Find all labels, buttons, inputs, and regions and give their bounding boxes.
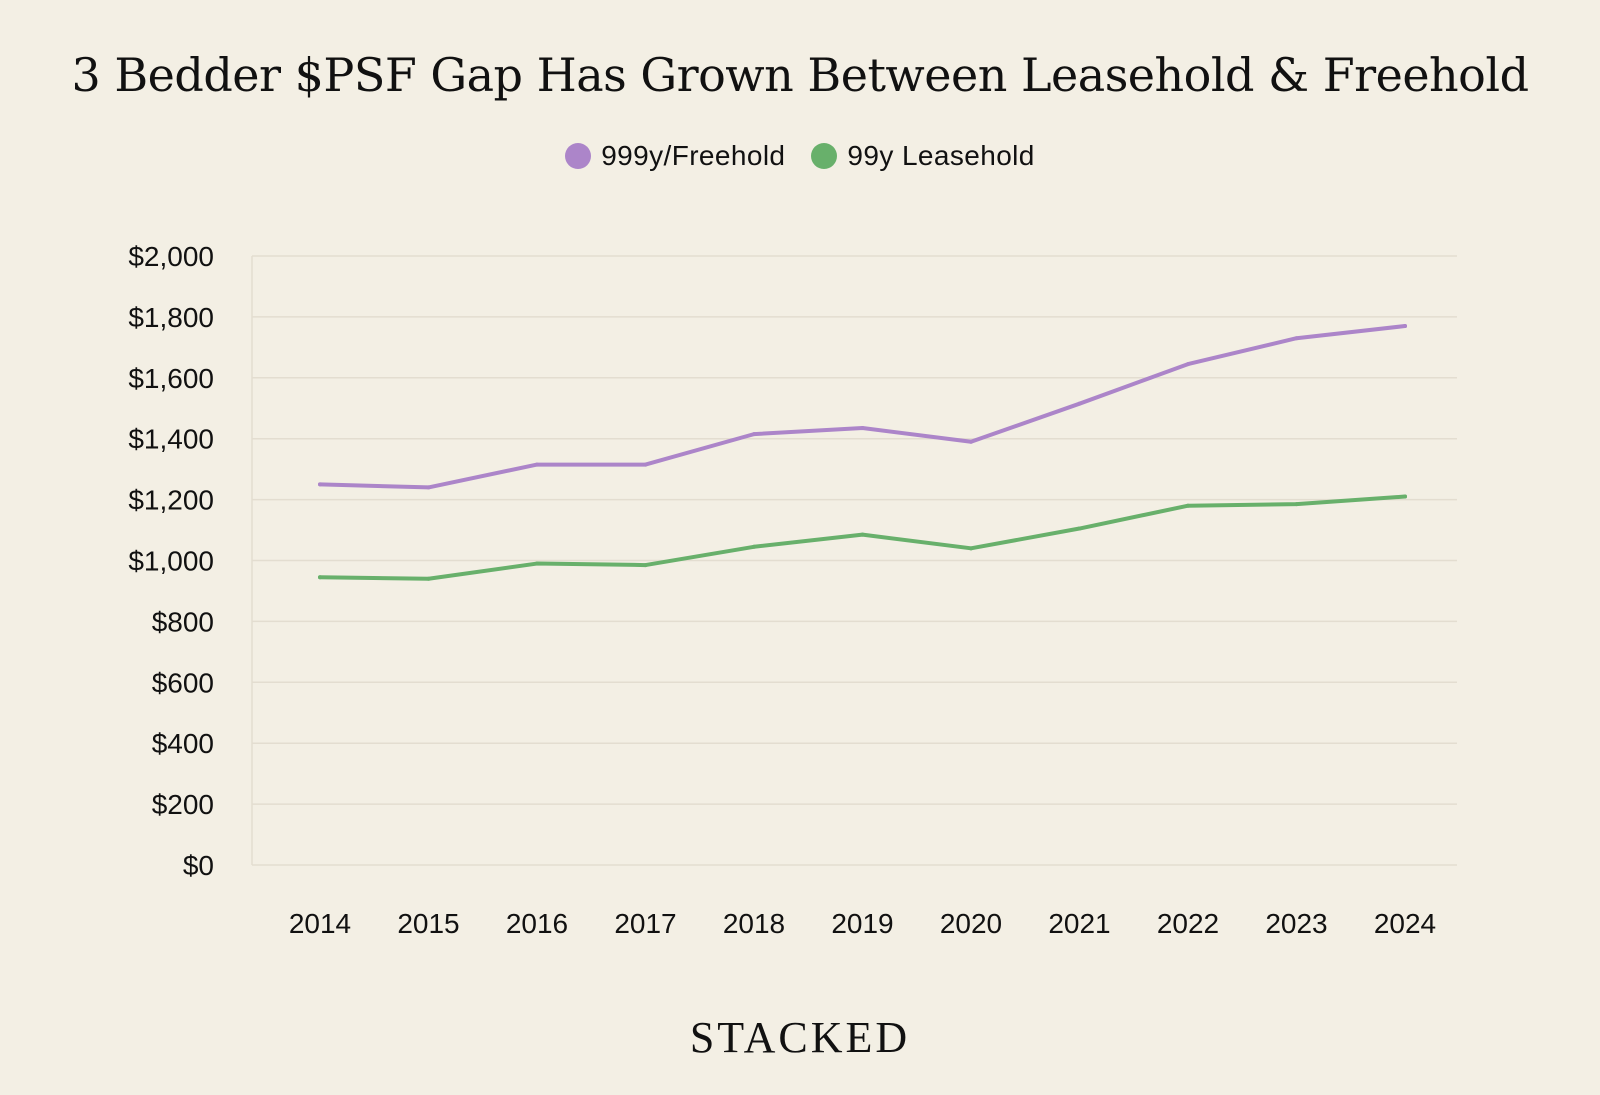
data-point-freehold xyxy=(1077,401,1082,406)
data-point-leasehold xyxy=(535,561,539,566)
data-point-freehold xyxy=(1186,362,1190,367)
data-point-freehold xyxy=(860,426,865,431)
data-point-leasehold xyxy=(1403,494,1407,499)
data-point-leasehold xyxy=(1077,526,1082,531)
y-tick-label: $1,800 xyxy=(128,302,214,333)
y-tick-label: $2,000 xyxy=(128,241,214,272)
x-tick-label: 2024 xyxy=(1374,908,1436,939)
y-tick-label: $200 xyxy=(152,789,214,820)
data-point-freehold xyxy=(535,462,539,467)
legend-label-leasehold: 99y Leasehold xyxy=(847,140,1035,171)
x-tick-label: 2016 xyxy=(506,908,568,939)
data-point-freehold xyxy=(426,485,431,490)
y-tick-label: $1,000 xyxy=(128,546,214,577)
legend-item-leasehold: 99y Leasehold xyxy=(811,140,1034,172)
data-point-leasehold xyxy=(643,563,648,568)
x-tick-label: 2021 xyxy=(1048,908,1110,939)
data-point-leasehold xyxy=(752,544,756,549)
data-point-leasehold xyxy=(1294,502,1299,507)
legend-marker-freehold xyxy=(565,143,592,169)
data-point-leasehold xyxy=(969,546,973,551)
data-point-leasehold xyxy=(426,576,431,581)
x-tick-label: 2014 xyxy=(289,908,351,939)
data-point-freehold xyxy=(643,462,648,467)
legend-label-freehold: 999y/Freehold xyxy=(601,140,786,171)
data-point-leasehold xyxy=(860,532,865,537)
y-tick-label: $800 xyxy=(152,606,214,637)
data-point-freehold xyxy=(969,439,973,444)
legend: 999y/Freehold 99y Leasehold xyxy=(0,140,1600,172)
legend-item-freehold: 999y/Freehold xyxy=(565,140,785,172)
series-line-leasehold xyxy=(318,494,1407,581)
data-point-freehold xyxy=(318,482,322,487)
x-tick-label: 2020 xyxy=(940,908,1002,939)
y-tick-label: $1,400 xyxy=(128,424,214,455)
chart-title: 3 Bedder $PSF Gap Has Grown Between Leas… xyxy=(71,48,1529,102)
x-tick-label: 2022 xyxy=(1157,908,1219,939)
y-tick-label: $1,600 xyxy=(128,363,214,394)
x-tick-label: 2017 xyxy=(614,908,676,939)
y-tick-label: $600 xyxy=(152,667,214,698)
legend-marker-leasehold xyxy=(811,143,838,169)
data-point-leasehold xyxy=(318,575,322,580)
data-point-freehold xyxy=(752,432,756,437)
x-tick-label: 2018 xyxy=(723,908,785,939)
x-tick-label: 2015 xyxy=(397,908,459,939)
data-point-freehold xyxy=(1294,336,1299,341)
x-tick-label: 2023 xyxy=(1265,908,1327,939)
y-tick-label: $0 xyxy=(183,850,214,881)
x-tick-label: 2019 xyxy=(831,908,893,939)
y-tick-label: $1,200 xyxy=(128,485,214,516)
y-tick-label: $400 xyxy=(152,728,214,759)
series-line-freehold xyxy=(318,324,1407,490)
data-point-freehold xyxy=(1403,324,1407,329)
brand-logo: STACKED xyxy=(689,1013,911,1062)
data-point-leasehold xyxy=(1186,503,1190,508)
